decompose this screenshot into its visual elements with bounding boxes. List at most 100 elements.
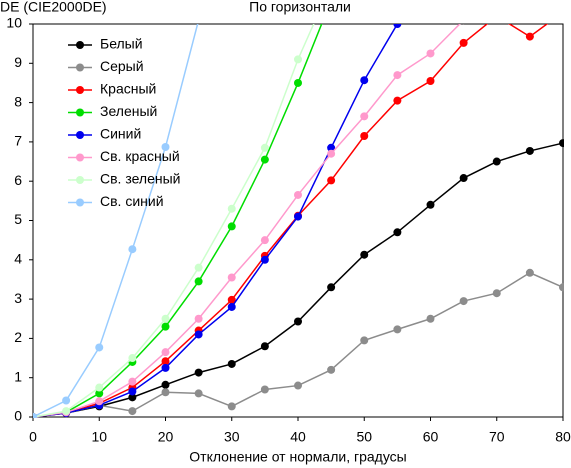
y-tick-label: 7 <box>14 133 22 149</box>
point <box>227 204 236 213</box>
x-tick-label: 0 <box>29 429 37 445</box>
point <box>294 78 302 87</box>
point <box>161 143 170 152</box>
point <box>360 76 369 85</box>
point <box>227 402 236 411</box>
point <box>294 190 302 199</box>
point <box>227 302 236 311</box>
x-tick-label: 80 <box>555 429 571 445</box>
point <box>559 139 564 148</box>
point <box>197 24 200 25</box>
series-line <box>33 24 315 418</box>
point <box>62 407 71 416</box>
y-tick-label: 10 <box>6 15 22 31</box>
chart-title: По горизонтали <box>249 0 351 15</box>
series-line <box>33 24 461 418</box>
legend-label: Белый <box>100 36 143 52</box>
legend-label: Синий <box>100 126 141 142</box>
point <box>95 389 104 398</box>
point <box>194 330 203 339</box>
point <box>227 295 236 304</box>
point <box>327 283 336 292</box>
point <box>426 49 435 58</box>
point <box>493 12 501 20</box>
point <box>128 407 137 416</box>
x-tick-label: 10 <box>91 429 107 445</box>
point <box>161 314 170 323</box>
legend-marker <box>76 198 84 207</box>
point <box>194 389 203 398</box>
legend-marker <box>76 176 84 184</box>
point <box>95 397 104 406</box>
point <box>393 24 402 28</box>
point <box>161 348 170 357</box>
x-tick-label: 50 <box>356 429 372 445</box>
point <box>426 76 435 85</box>
point <box>161 388 170 397</box>
point <box>95 343 104 352</box>
point <box>128 354 137 363</box>
legend-marker <box>76 153 84 162</box>
point <box>194 263 203 272</box>
legend-marker <box>76 63 84 72</box>
legend-label: Зеленый <box>100 103 157 119</box>
point <box>128 377 137 386</box>
legend-label: Серый <box>100 58 144 74</box>
point <box>393 96 402 105</box>
point <box>294 55 302 64</box>
point <box>161 363 170 372</box>
point <box>525 32 534 41</box>
x-tick-label: 20 <box>158 429 174 445</box>
point <box>360 112 369 121</box>
point <box>559 8 567 16</box>
legend-label: Св. зеленый <box>100 171 180 187</box>
legend-marker <box>76 131 84 139</box>
plot-area <box>33 8 567 418</box>
point <box>260 155 269 164</box>
point <box>327 176 336 185</box>
series-line <box>33 24 323 418</box>
point <box>194 277 203 286</box>
x-tick-label: 70 <box>489 429 505 445</box>
point <box>360 336 369 345</box>
legend-label: Красный <box>100 81 156 97</box>
point <box>525 268 534 277</box>
point <box>33 413 37 418</box>
legend-label: Св. красный <box>100 148 180 164</box>
point <box>294 381 302 390</box>
point <box>360 250 369 259</box>
y-tick-label: 9 <box>14 54 22 70</box>
point <box>161 357 170 366</box>
point <box>128 245 137 254</box>
point <box>393 71 402 80</box>
point <box>327 143 336 152</box>
point <box>426 314 435 323</box>
point <box>161 322 170 331</box>
y-tick-label: 0 <box>14 408 22 424</box>
y-tick-label: 2 <box>14 329 22 345</box>
point <box>260 143 269 152</box>
point <box>327 365 336 374</box>
point <box>260 236 269 245</box>
point <box>559 283 564 292</box>
point <box>260 255 269 264</box>
y-tick-label: 1 <box>14 368 22 384</box>
x-tick-label: 30 <box>224 429 240 445</box>
point <box>62 396 71 405</box>
point <box>260 342 269 351</box>
x-axis-label: Отклонение от нормали, градусы <box>189 449 406 465</box>
point <box>393 325 402 334</box>
point <box>227 273 236 282</box>
point <box>260 385 269 394</box>
y-tick-label: 8 <box>14 93 22 109</box>
point <box>194 368 203 377</box>
series-line <box>33 24 399 418</box>
point <box>128 387 137 396</box>
legend-label: Св. синий <box>100 193 164 209</box>
point <box>393 228 402 237</box>
point <box>294 317 302 326</box>
point <box>95 383 104 392</box>
point <box>459 174 468 183</box>
y-tick-label: 4 <box>14 251 22 267</box>
point <box>194 314 203 323</box>
